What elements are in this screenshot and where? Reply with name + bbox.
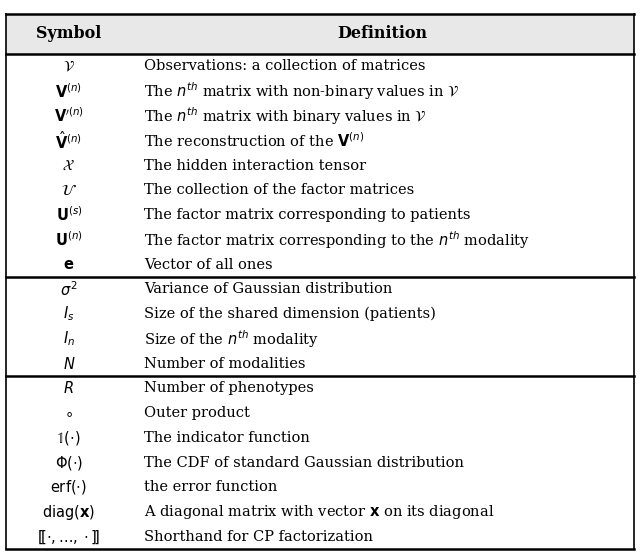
Text: The factor matrix corresponding to the $n^{th}$ modality: The factor matrix corresponding to the $… (144, 229, 530, 251)
Text: $\mathrm{erf}(\cdot)$: $\mathrm{erf}(\cdot)$ (51, 479, 87, 496)
Text: Size of the $n^{th}$ modality: Size of the $n^{th}$ modality (144, 328, 319, 349)
Text: The hidden interaction tensor: The hidden interaction tensor (144, 158, 366, 173)
Text: The indicator function: The indicator function (144, 431, 310, 445)
Text: $[\![\cdot,\ldots,\cdot]\!]$: $[\![\cdot,\ldots,\cdot]\!]$ (37, 528, 100, 545)
Text: Vector of all ones: Vector of all ones (144, 258, 273, 272)
Text: $R$: $R$ (63, 380, 74, 396)
Text: $\mathcal{V}$: $\mathcal{V}$ (63, 59, 75, 74)
Text: $\sigma^2$: $\sigma^2$ (60, 280, 77, 299)
Text: $\circ$: $\circ$ (65, 406, 73, 420)
Text: $I_s$: $I_s$ (63, 305, 74, 323)
Text: The CDF of standard Gaussian distribution: The CDF of standard Gaussian distributio… (144, 455, 464, 470)
Text: Variance of Gaussian distribution: Variance of Gaussian distribution (144, 282, 392, 296)
Text: Number of phenotypes: Number of phenotypes (144, 381, 314, 395)
Text: $\mathbf{V}^{\prime(n)}$: $\mathbf{V}^{\prime(n)}$ (54, 107, 84, 125)
Text: Observations: a collection of matrices: Observations: a collection of matrices (144, 60, 426, 73)
Text: $\mathrm{diag}(\mathbf{x})$: $\mathrm{diag}(\mathbf{x})$ (42, 503, 95, 522)
Text: The collection of the factor matrices: The collection of the factor matrices (144, 183, 414, 197)
Text: $\mathbb{1}(\cdot)$: $\mathbb{1}(\cdot)$ (56, 429, 81, 447)
Text: The reconstruction of the $\mathbf{V}^{(n)}$: The reconstruction of the $\mathbf{V}^{(… (144, 131, 364, 150)
Text: $\mathbf{e}$: $\mathbf{e}$ (63, 258, 74, 272)
Text: $\mathbf{U}^{(n)}$: $\mathbf{U}^{(n)}$ (55, 230, 83, 249)
Text: Number of modalities: Number of modalities (144, 357, 305, 370)
Text: Size of the shared dimension (patients): Size of the shared dimension (patients) (144, 307, 436, 321)
Text: Shorthand for CP factorization: Shorthand for CP factorization (144, 530, 373, 544)
Text: $\mathbf{U}^{(s)}$: $\mathbf{U}^{(s)}$ (56, 206, 82, 224)
Text: Definition: Definition (337, 25, 428, 43)
Text: Outer product: Outer product (144, 406, 250, 420)
Text: The $n^{th}$ matrix with binary values in $\mathcal{V}$: The $n^{th}$ matrix with binary values i… (144, 105, 427, 127)
Text: The factor matrix corresponding to patients: The factor matrix corresponding to patie… (144, 208, 470, 222)
Text: $\mathcal{U}$: $\mathcal{U}$ (61, 183, 77, 198)
Bar (6, 14, 634, 54)
Text: $\mathcal{X}$: $\mathcal{X}$ (63, 158, 75, 173)
Text: The $n^{th}$ matrix with non-binary values in $\mathcal{V}$: The $n^{th}$ matrix with non-binary valu… (144, 81, 460, 102)
Text: A diagonal matrix with vector $\mathbf{x}$ on its diagonal: A diagonal matrix with vector $\mathbf{x… (144, 503, 494, 521)
Text: $N$: $N$ (63, 355, 75, 371)
Text: $\mathbf{V}^{(n)}$: $\mathbf{V}^{(n)}$ (55, 82, 83, 100)
Text: the error function: the error function (144, 480, 277, 495)
Text: Symbol: Symbol (36, 25, 101, 43)
Text: $\hat{\mathbf{V}}^{(n)}$: $\hat{\mathbf{V}}^{(n)}$ (55, 130, 83, 152)
Text: $\Phi(\cdot)$: $\Phi(\cdot)$ (54, 454, 83, 471)
Text: $I_n$: $I_n$ (63, 330, 75, 348)
